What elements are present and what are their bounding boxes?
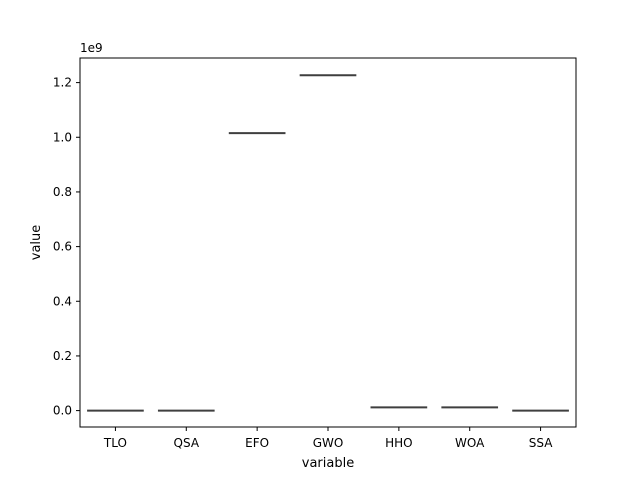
y-tick-label: 0.6 — [53, 240, 72, 254]
plot-frame — [79, 57, 577, 428]
x-tick-label-efo: EFO — [245, 436, 269, 450]
y-tick-label: 0.8 — [53, 185, 72, 199]
marks — [87, 74, 569, 412]
x-tick-label-qsa: QSA — [174, 436, 200, 450]
x-axis-label: variable — [302, 456, 354, 471]
y-tick-label: 1.0 — [53, 130, 72, 144]
x-tick-label-tlo: TLO — [103, 436, 127, 450]
x-tick-label-ssa: SSA — [529, 436, 553, 450]
y-axis-label: value — [29, 225, 44, 261]
plot-area — [80, 58, 576, 427]
y-ticks: 0.0 0.2 0.4 0.6 0.8 1.0 1.2 — [53, 76, 80, 418]
x-tick-label-gwo: GWO — [313, 436, 344, 450]
x-tick-label-hho: HHO — [385, 436, 413, 450]
y-offset-label: 1e9 — [80, 41, 103, 55]
x-ticks: TLO QSA EFO GWO HHO WOA SSA — [103, 427, 553, 450]
x-tick-label-woa: WOA — [455, 436, 485, 450]
y-tick-label: 0.2 — [53, 349, 72, 363]
y-tick-label: 0.0 — [53, 404, 72, 418]
y-tick-label: 0.4 — [53, 294, 72, 308]
y-tick-label: 1.2 — [53, 76, 72, 90]
